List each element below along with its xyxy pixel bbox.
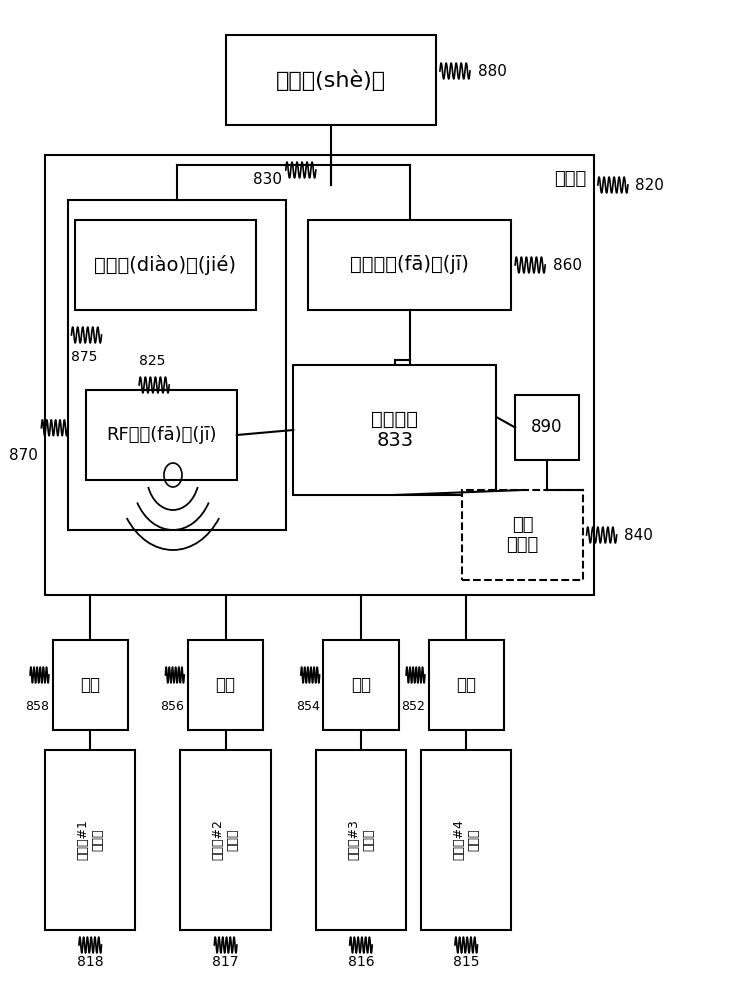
Text: 微控制器
833: 微控制器 833 xyxy=(371,409,418,450)
Text: 電源: 電源 xyxy=(456,676,476,694)
FancyBboxPatch shape xyxy=(429,640,504,730)
Text: 856: 856 xyxy=(160,700,184,713)
FancyBboxPatch shape xyxy=(226,35,436,125)
Text: 通信收發(fā)機(jī): 通信收發(fā)機(jī) xyxy=(350,255,469,274)
Text: 890: 890 xyxy=(532,418,562,436)
Text: 817: 817 xyxy=(212,955,239,969)
Text: 818: 818 xyxy=(77,955,104,969)
Text: 上游設(shè)備: 上游設(shè)備 xyxy=(276,69,386,91)
Text: 870: 870 xyxy=(9,448,38,463)
Text: 探針頭: 探針頭 xyxy=(554,170,587,188)
Text: 815: 815 xyxy=(453,955,480,969)
FancyBboxPatch shape xyxy=(68,200,286,530)
Text: 875: 875 xyxy=(71,350,98,364)
Text: 852: 852 xyxy=(401,700,425,713)
FancyBboxPatch shape xyxy=(53,640,128,730)
FancyBboxPatch shape xyxy=(323,640,399,730)
FancyBboxPatch shape xyxy=(45,750,135,930)
Text: 860: 860 xyxy=(553,257,582,272)
Text: 傳感器#1
口傳張: 傳感器#1 口傳張 xyxy=(76,820,105,860)
Text: 傳感器#2
口傳張: 傳感器#2 口傳張 xyxy=(211,820,240,860)
Text: 功率調(diào)節(jié): 功率調(diào)節(jié) xyxy=(95,255,236,275)
Text: 電源: 電源 xyxy=(351,676,371,694)
FancyBboxPatch shape xyxy=(293,365,496,495)
FancyBboxPatch shape xyxy=(180,750,271,930)
Text: 電源: 電源 xyxy=(80,676,100,694)
Text: 816: 816 xyxy=(347,955,374,969)
FancyBboxPatch shape xyxy=(421,750,511,930)
Text: RF收發(fā)機(jī): RF收發(fā)機(jī) xyxy=(107,426,217,444)
Text: 深度
傳感器: 深度 傳感器 xyxy=(507,516,538,554)
Text: 電源: 電源 xyxy=(216,676,235,694)
Text: 880: 880 xyxy=(478,64,506,79)
FancyBboxPatch shape xyxy=(515,395,579,460)
FancyBboxPatch shape xyxy=(462,490,583,580)
Text: 830: 830 xyxy=(253,172,282,188)
FancyBboxPatch shape xyxy=(45,155,594,595)
Text: 傳感器#3
口傳張: 傳感器#3 口傳張 xyxy=(347,820,375,860)
Text: 854: 854 xyxy=(296,700,320,713)
Text: 858: 858 xyxy=(25,700,49,713)
Text: 820: 820 xyxy=(635,178,664,192)
FancyBboxPatch shape xyxy=(75,220,256,310)
Text: 傳感器#4
口傳張: 傳感器#4 口傳張 xyxy=(452,820,481,860)
Text: 825: 825 xyxy=(139,354,165,368)
FancyBboxPatch shape xyxy=(308,220,511,310)
FancyBboxPatch shape xyxy=(86,390,237,480)
Text: 840: 840 xyxy=(624,528,653,542)
FancyBboxPatch shape xyxy=(188,640,263,730)
FancyBboxPatch shape xyxy=(316,750,406,930)
